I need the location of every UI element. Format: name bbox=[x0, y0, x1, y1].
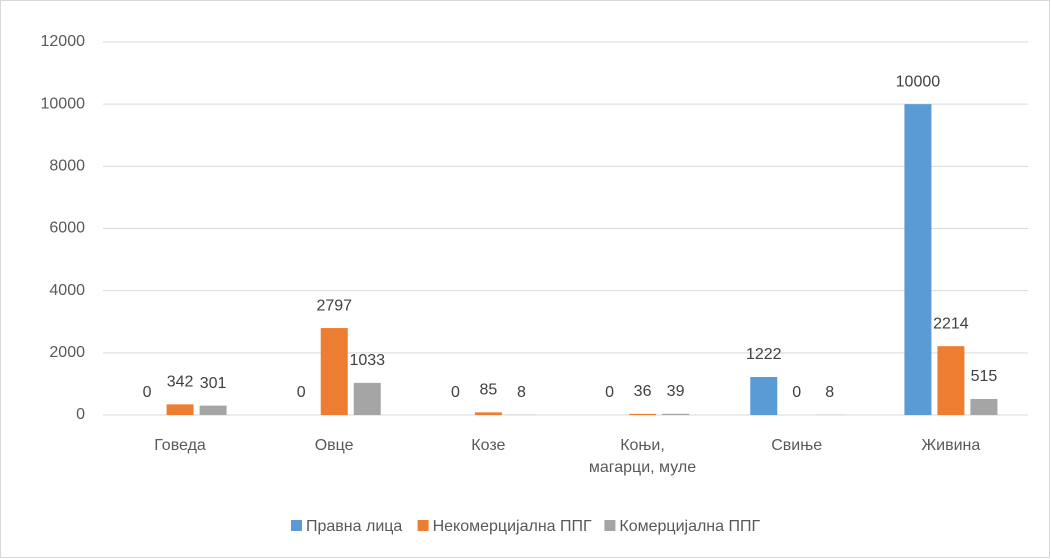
bar bbox=[320, 328, 348, 415]
legend-label: Правна лица bbox=[306, 518, 402, 535]
bar bbox=[474, 412, 502, 415]
x-tick-label: Коњи, магарци, муле bbox=[588, 437, 697, 476]
data-label: 39 bbox=[667, 383, 685, 400]
data-label: 1033 bbox=[349, 352, 385, 369]
data-label: 8 bbox=[825, 384, 834, 401]
x-tick-label: Говеда bbox=[154, 437, 206, 454]
bar bbox=[199, 405, 227, 415]
bar bbox=[166, 404, 194, 415]
data-label: 8 bbox=[517, 384, 526, 401]
data-label: 0 bbox=[605, 384, 614, 401]
x-tick-label: Свиње bbox=[771, 437, 823, 454]
data-label: 0 bbox=[297, 384, 306, 401]
y-tick-label: 8000 bbox=[49, 158, 85, 175]
y-tick-label: 6000 bbox=[49, 220, 85, 237]
data-label: 36 bbox=[634, 383, 652, 400]
data-label: 2214 bbox=[933, 315, 969, 332]
legend-swatch bbox=[291, 520, 302, 531]
data-label: 342 bbox=[167, 374, 194, 391]
data-label: 515 bbox=[971, 368, 998, 385]
data-label: 1222 bbox=[746, 346, 782, 363]
data-label: 0 bbox=[792, 384, 801, 401]
bar bbox=[662, 413, 690, 415]
y-tick-label: 10000 bbox=[41, 95, 86, 112]
data-label: 85 bbox=[480, 382, 498, 399]
y-tick-label: 4000 bbox=[49, 282, 85, 299]
legend-label: Некомерцијална ППГ bbox=[433, 518, 592, 535]
data-label: 0 bbox=[143, 384, 152, 401]
legend-label: Комерцијална ППГ bbox=[619, 518, 760, 535]
x-tick-label: Живина bbox=[921, 437, 981, 454]
y-tick-label: 0 bbox=[76, 406, 85, 423]
legend-swatch bbox=[417, 520, 429, 531]
x-tick-label: Козе bbox=[471, 437, 506, 454]
bar bbox=[937, 346, 965, 415]
bar bbox=[353, 382, 381, 415]
bar bbox=[904, 104, 932, 416]
y-tick-label: 2000 bbox=[49, 344, 85, 361]
data-label: 10000 bbox=[896, 73, 941, 90]
data-label: 301 bbox=[200, 375, 227, 392]
y-tick-label: 12000 bbox=[41, 33, 86, 50]
x-tick-label: Овце bbox=[314, 437, 354, 454]
bar bbox=[629, 413, 657, 415]
data-label: 2797 bbox=[316, 297, 352, 314]
data-label: 0 bbox=[451, 384, 460, 401]
bar bbox=[750, 377, 778, 415]
legend-swatch bbox=[604, 520, 616, 531]
bar bbox=[970, 398, 998, 415]
